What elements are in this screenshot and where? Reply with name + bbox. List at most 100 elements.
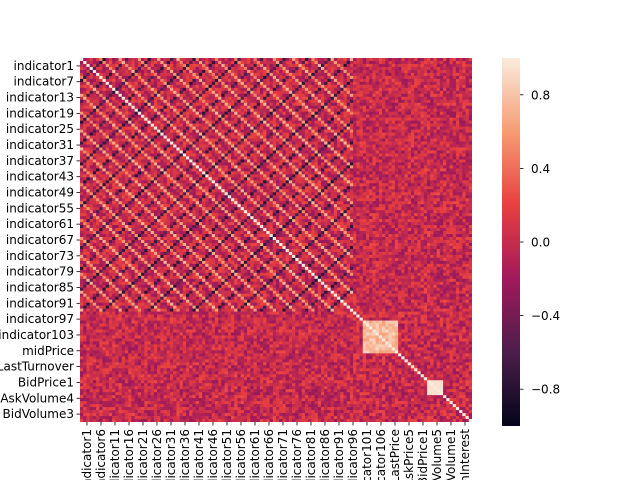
heatmap-cell	[327, 102, 332, 107]
heatmap-cell	[420, 96, 425, 101]
heatmap-cell	[388, 84, 393, 89]
heatmap-cell	[250, 120, 254, 125]
heatmap-cell	[160, 120, 164, 125]
heatmap-cell	[198, 78, 203, 83]
heatmap-cell	[105, 58, 110, 62]
heatmap-cell	[333, 60, 338, 65]
heatmap-cell	[417, 120, 421, 125]
heatmap-cell	[362, 126, 367, 130]
heatmap-cell	[443, 72, 447, 77]
heatmap-cell	[115, 102, 119, 107]
heatmap-cell	[407, 132, 412, 136]
heatmap-cell	[102, 108, 107, 113]
heatmap-cell	[211, 69, 216, 74]
heatmap-cell	[96, 168, 100, 172]
heatmap-cell	[118, 120, 123, 125]
heatmap-cell	[391, 126, 396, 130]
heatmap-cell	[176, 69, 180, 74]
heatmap-cell	[279, 63, 283, 68]
heatmap-cell	[144, 120, 148, 125]
heatmap-cell	[423, 93, 428, 98]
heatmap-cell	[420, 165, 425, 169]
heatmap-cell	[186, 141, 190, 145]
heatmap-cell	[337, 84, 341, 89]
heatmap-cell	[195, 87, 200, 92]
heatmap-cell	[378, 132, 383, 136]
heatmap-cell	[398, 108, 402, 113]
heatmap-cell	[192, 162, 197, 166]
heatmap-cell	[269, 72, 274, 77]
heatmap-cell	[455, 81, 460, 86]
heatmap-cell	[243, 69, 248, 74]
heatmap-cell	[269, 156, 274, 160]
heatmap-cell	[314, 162, 319, 166]
heatmap-cell	[99, 63, 103, 68]
heatmap-cell	[80, 66, 84, 71]
heatmap-cell	[131, 123, 136, 128]
heatmap-cell	[410, 108, 415, 113]
heatmap-cell	[423, 96, 428, 101]
heatmap-cell	[430, 81, 434, 86]
heatmap-cell	[414, 102, 418, 107]
heatmap-cell	[436, 72, 441, 77]
heatmap-cell	[160, 105, 164, 110]
heatmap-cell	[147, 156, 152, 160]
heatmap-cell	[166, 168, 171, 172]
heatmap-cell	[327, 72, 332, 77]
heatmap-cell	[96, 174, 100, 178]
heatmap-cell	[346, 96, 351, 101]
heatmap-cell	[211, 105, 216, 110]
heatmap-cell	[224, 150, 229, 154]
heatmap-cell	[333, 81, 338, 86]
heatmap-cell	[105, 102, 110, 107]
heatmap-cell	[349, 156, 354, 160]
heatmap-cell	[285, 58, 290, 62]
heatmap-cell	[218, 102, 222, 107]
heatmap-cell	[221, 144, 225, 148]
heatmap-cell	[378, 105, 383, 110]
heatmap-cell	[269, 159, 274, 163]
heatmap-cell	[320, 111, 325, 116]
heatmap-cell	[147, 177, 152, 181]
heatmap-cell	[134, 58, 139, 62]
heatmap-cell	[420, 150, 425, 154]
heatmap-cell	[198, 153, 203, 157]
heatmap-cell	[410, 153, 415, 157]
heatmap-cell	[382, 141, 386, 145]
heatmap-cell	[195, 156, 200, 160]
heatmap-cell	[169, 132, 174, 136]
heatmap-cell	[333, 69, 338, 74]
heatmap-cell	[224, 129, 229, 133]
heatmap-cell	[169, 135, 174, 139]
heatmap-cell	[382, 93, 386, 98]
heatmap-cell	[443, 84, 447, 89]
heatmap-cell	[365, 153, 370, 157]
heatmap-cell	[372, 102, 376, 107]
heatmap-cell	[417, 69, 421, 74]
heatmap-cell	[375, 120, 380, 125]
heatmap-cell	[465, 135, 470, 139]
heatmap-cell	[324, 147, 328, 151]
heatmap-cell	[198, 102, 203, 107]
heatmap-cell	[266, 165, 270, 169]
heatmap-cell	[137, 117, 142, 122]
heatmap-cell	[346, 99, 351, 104]
heatmap-cell	[340, 66, 344, 71]
heatmap-cell	[150, 81, 155, 86]
heatmap-cell	[446, 168, 450, 172]
heatmap-cell	[449, 63, 454, 68]
heatmap-cell	[147, 69, 152, 74]
heatmap-cell	[378, 93, 383, 98]
heatmap-cell	[102, 90, 107, 95]
heatmap-cell	[427, 84, 431, 89]
heatmap-cell	[169, 144, 174, 148]
heatmap-cell	[231, 96, 235, 101]
heatmap-cell	[115, 99, 119, 104]
heatmap-cell	[314, 135, 319, 139]
heatmap-cell	[369, 159, 373, 163]
heatmap-cell	[365, 144, 370, 148]
heatmap-cell	[465, 84, 470, 89]
heatmap-cell	[330, 126, 335, 130]
heatmap-cell	[253, 108, 258, 113]
heatmap-cell	[89, 108, 94, 113]
